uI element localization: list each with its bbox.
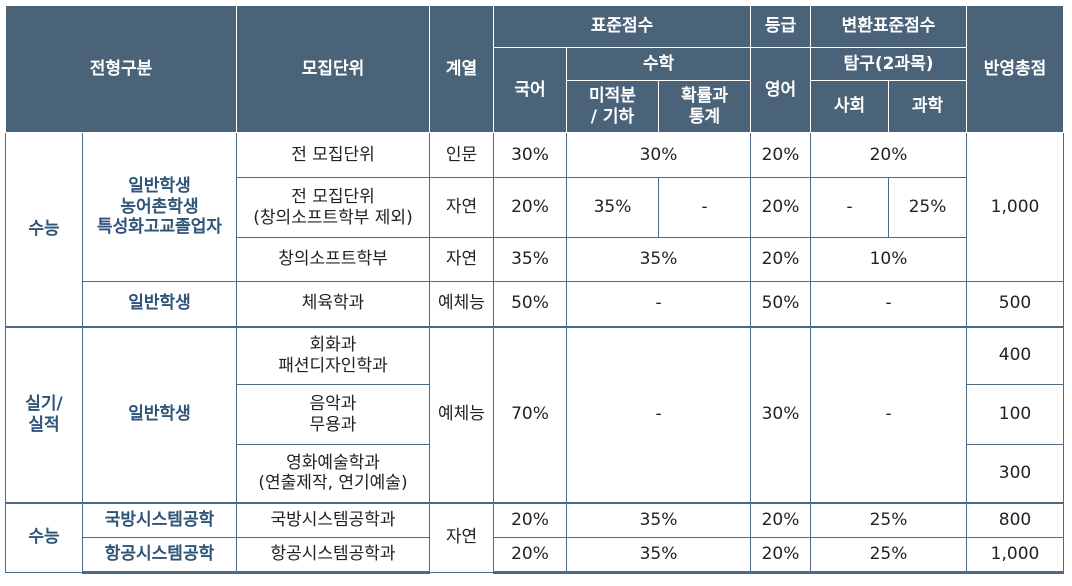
korean-value: 20% xyxy=(493,537,567,574)
inquiry-value: - xyxy=(810,325,968,503)
table-row: 수능 일반학생 농어촌학생 특성화고교졸업자 전 모집단위 인문 30% 30% 2… xyxy=(5,132,1065,327)
unit-soft: 창의소프트학부 xyxy=(236,237,430,282)
inquiry-value: 25% xyxy=(810,537,968,574)
math-value: 30% xyxy=(565,132,752,178)
category-suneung: 수능 xyxy=(5,501,83,573)
category-defense: 국방시스템공학 xyxy=(82,501,237,538)
header-standard-score: 표준점수 xyxy=(492,5,752,48)
header-english: 영어 xyxy=(750,47,812,133)
table-row: 일반학생 체육학과 예체능 50% - 50% - 500 xyxy=(6,281,1065,327)
header-recruit-unit: 모집단위 xyxy=(236,5,430,133)
header-probability-statistics: 확률과 통계 xyxy=(657,80,752,133)
english-value: 20% xyxy=(750,132,812,178)
header-track: 계열 xyxy=(429,5,494,133)
table-row: 수능 국방시스템공학 국방시스템공학과 자연 20% 35% 20% 25% 8… xyxy=(5,501,1065,573)
english-value: 30% xyxy=(750,325,812,503)
track-arts-pe: 예체능 xyxy=(429,325,494,503)
korean-value: 35% xyxy=(493,237,567,282)
social-value: - xyxy=(810,177,890,238)
math-value: 35% xyxy=(565,237,752,282)
total-value: 300 xyxy=(966,444,1065,503)
korean-value: 20% xyxy=(493,177,567,238)
header-total: 반영총점 xyxy=(966,5,1065,133)
table-row: 음악과 무용과 100 xyxy=(6,384,1065,445)
table-row: 영화예술학과 (연출제작, 연기예술) 300 xyxy=(6,444,1065,503)
track-arts-pe: 예체능 xyxy=(429,281,494,327)
inquiry-value: - xyxy=(810,281,968,327)
total-value: 400 xyxy=(966,325,1065,385)
unit-music-dance: 음악과 무용과 xyxy=(236,384,430,445)
korean-value: 70% xyxy=(493,325,567,503)
english-value: 50% xyxy=(750,281,812,327)
table-row: 전 모집단위 (창의소프트학부 제외) 자연 20% 35% - 20% - 25… xyxy=(6,177,1064,238)
unit-film: 영화예술학과 (연출제작, 연기예술) xyxy=(236,444,430,503)
category-practical: 실기/실적 xyxy=(5,325,83,503)
english-value: 20% xyxy=(750,501,812,538)
table-row: 실기/실적 일반학생 회화과 패션디자인학과 예체능 70% - 30% - 40… xyxy=(5,325,1065,503)
calculus-value: 35% xyxy=(566,177,659,238)
unit-pe: 체육학과 xyxy=(236,281,430,327)
category-general-rural-vocational: 일반학생 농어촌학생 특성화고교졸업자 xyxy=(82,132,237,282)
english-value: 20% xyxy=(750,177,812,238)
track-natural: 자연 xyxy=(429,501,494,573)
unit-aero: 항공시스템공학과 xyxy=(236,537,430,574)
korean-value: 30% xyxy=(493,132,567,178)
admission-score-table: 전형구분 모집단위 계열 표준점수 등급 변환표준점수 반영총점 국어 수학 영… xyxy=(5,5,1065,574)
header-math: 수학 xyxy=(565,47,752,81)
header-grade: 등급 xyxy=(750,5,812,48)
english-value: 20% xyxy=(750,237,812,282)
header-science: 과학 xyxy=(888,80,968,133)
total-value: 1,000 xyxy=(966,132,1065,282)
track-humanities: 인문 xyxy=(429,132,494,178)
total-value: 800 xyxy=(966,501,1065,538)
inquiry-value: 20% xyxy=(810,132,968,178)
total-value: 500 xyxy=(966,281,1065,327)
math-value: - xyxy=(565,325,752,503)
math-value: 35% xyxy=(565,537,752,574)
korean-value: 50% xyxy=(493,281,567,327)
track-natural: 자연 xyxy=(429,237,494,282)
math-value: - xyxy=(565,281,752,327)
probability-value: - xyxy=(657,177,752,238)
category-general: 일반학생 xyxy=(82,325,237,503)
korean-value: 20% xyxy=(493,501,567,538)
table-row: 창의소프트학부 자연 35% 35% 20% 10% xyxy=(6,237,1064,282)
header-converted-score: 변환표준점수 xyxy=(810,5,968,48)
category-general: 일반학생 xyxy=(82,281,237,327)
header-admission-type: 전형구분 xyxy=(5,5,237,133)
unit-all-excluding-soft: 전 모집단위 (창의소프트학부 제외) xyxy=(236,177,430,238)
unit-defense: 국방시스템공학과 xyxy=(236,501,430,538)
unit-painting-fashion: 회화과 패션디자인학과 xyxy=(236,325,430,385)
total-value: 100 xyxy=(966,384,1065,445)
header-korean: 국어 xyxy=(493,47,567,133)
header-social: 사회 xyxy=(810,80,890,133)
category-suneung: 수능 xyxy=(5,132,83,327)
total-value: 1,000 xyxy=(966,537,1065,574)
table-row: 항공시스템공학 항공시스템공학과 20% 35% 20% 25% 1,000 xyxy=(6,537,1065,574)
header-calculus-geometry: 미적분 / 기하 xyxy=(566,80,659,133)
inquiry-value: 10% xyxy=(810,237,968,282)
math-value: 35% xyxy=(565,501,752,538)
unit-all: 전 모집단위 xyxy=(236,132,430,178)
english-value: 20% xyxy=(750,537,812,574)
header-inquiry: 탐구(2과목) xyxy=(810,47,968,81)
category-aero: 항공시스템공학 xyxy=(82,537,237,574)
inquiry-value: 25% xyxy=(810,501,968,538)
science-value: 25% xyxy=(888,177,968,238)
track-natural: 자연 xyxy=(429,177,494,238)
